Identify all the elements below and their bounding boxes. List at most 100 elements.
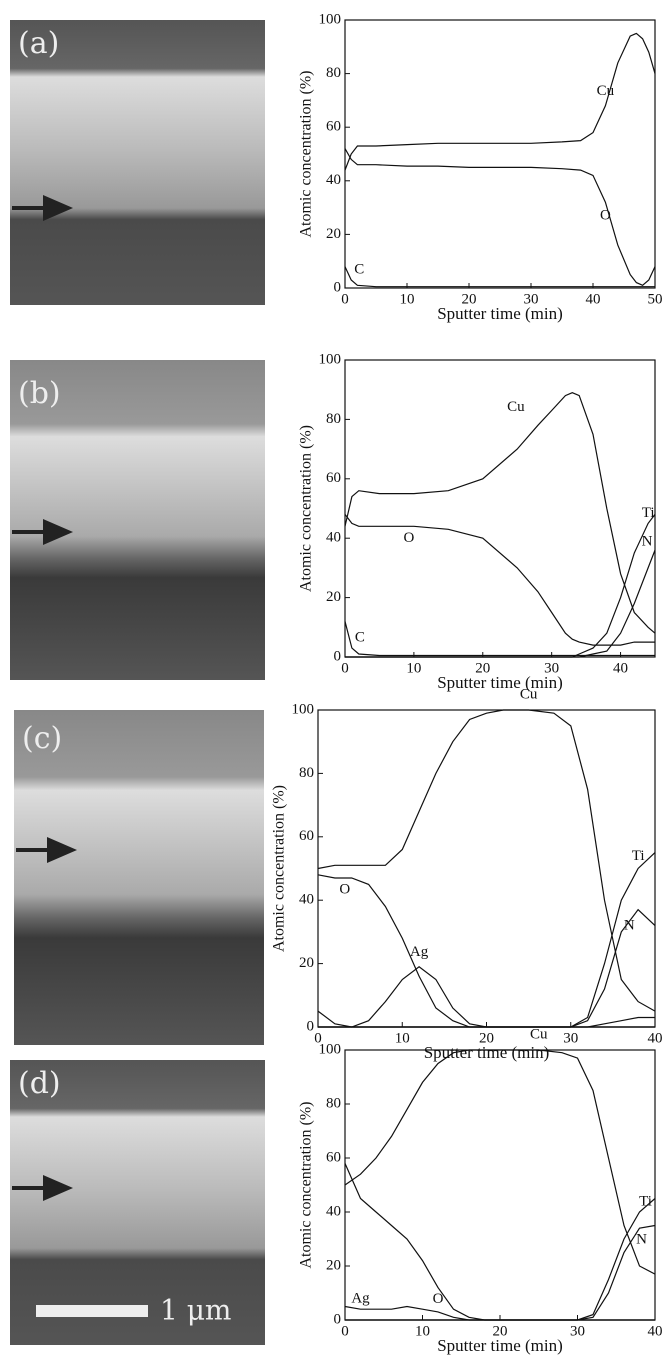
x-tick-label: 30 <box>544 660 559 676</box>
x-tick-label: 10 <box>406 660 421 676</box>
panel-label: (b) <box>18 376 61 411</box>
y-tick-label: 100 <box>292 701 315 717</box>
arrows <box>12 194 78 1202</box>
y-tick-label: 0 <box>334 648 342 664</box>
scale-bar-label: 1 μm <box>160 1294 231 1327</box>
series-line <box>344 266 655 288</box>
series-label: C <box>354 261 364 277</box>
y-tick-label: 0 <box>307 1018 315 1034</box>
y-tick-label: 80 <box>299 765 314 781</box>
x-tick-label: 40 <box>648 1030 663 1046</box>
y-tick-label: 40 <box>326 172 341 188</box>
y-tick-label: 20 <box>326 1257 341 1273</box>
panel-label: (d) <box>18 1066 61 1101</box>
x-tick-label: 10 <box>400 291 415 307</box>
series-line <box>344 621 655 657</box>
x-tick-label: 0 <box>341 660 349 676</box>
series-label: Ti <box>642 505 655 521</box>
sem-image <box>14 710 264 1045</box>
x-tick-label: 10 <box>395 1030 410 1046</box>
series-line <box>318 966 655 1028</box>
plot-frame <box>344 19 656 289</box>
series-label: C <box>355 630 365 646</box>
series-line <box>344 1163 655 1321</box>
y-tick-label: 20 <box>326 226 341 242</box>
y-tick-label: 40 <box>326 530 341 546</box>
series-line <box>344 32 656 171</box>
y-tick-label: 100 <box>319 1041 342 1057</box>
x-axis-label: Sputter time (min) <box>437 673 563 692</box>
y-axis-label: Atomic concentration (%) <box>298 425 315 592</box>
plot-frame <box>344 359 656 658</box>
y-tick-label: 0 <box>334 1311 342 1327</box>
series-label: Cu <box>520 686 538 702</box>
series-label: Ti <box>632 848 645 864</box>
y-tick-label: 100 <box>319 11 342 27</box>
x-tick-label: 10 <box>415 1323 430 1339</box>
y-tick-label: 60 <box>299 828 314 844</box>
series-label: N <box>624 917 635 933</box>
y-tick-label: 40 <box>326 1203 341 1219</box>
series-line <box>345 1198 656 1321</box>
series-line <box>345 549 656 658</box>
y-tick-label: 40 <box>299 892 314 908</box>
sem-image <box>10 360 265 680</box>
x-axis-label: Sputter time (min) <box>437 304 563 323</box>
series-label: O <box>433 1291 444 1307</box>
panel-label: (c) <box>22 721 62 756</box>
series-line <box>345 514 656 658</box>
plot-frame <box>317 709 656 1028</box>
x-tick-label: 20 <box>493 1323 508 1339</box>
series-label: Ag <box>410 944 429 960</box>
y-tick-label: 80 <box>326 411 341 427</box>
y-tick-label: 20 <box>326 589 341 605</box>
x-tick-label: 20 <box>475 660 490 676</box>
y-axis-label: Atomic concentration (%) <box>298 70 315 237</box>
x-tick-label: 30 <box>563 1030 578 1046</box>
y-axis-label: Atomic concentration (%) <box>271 785 288 952</box>
sem-image <box>10 1060 265 1345</box>
panel-label: (a) <box>18 26 59 61</box>
series-line <box>344 514 655 646</box>
chart: 0 10 20 30 40 0 20 40 60 80 100 Sputter time (min) A… <box>298 1026 663 1354</box>
x-tick-label: 40 <box>586 291 601 307</box>
series-label: Ti <box>639 1193 652 1209</box>
x-axis-label: Sputter time (min) <box>437 1336 563 1355</box>
x-tick-label: 0 <box>341 1323 349 1339</box>
series-label: O <box>600 208 611 224</box>
series-line <box>344 1049 656 1275</box>
y-tick-label: 20 <box>299 955 314 971</box>
scale-bar <box>36 1305 148 1317</box>
x-tick-label: 30 <box>524 291 539 307</box>
series-label: Cu <box>597 83 615 99</box>
y-tick-label: 100 <box>319 351 342 367</box>
series-label: Ag <box>351 1291 370 1307</box>
series-label: O <box>339 881 350 897</box>
series-line <box>345 1224 656 1321</box>
y-tick-label: 80 <box>326 1095 341 1111</box>
series-label: O <box>403 530 414 546</box>
x-tick-label: 30 <box>570 1323 585 1339</box>
series-line <box>317 1010 655 1028</box>
x-tick-label: 40 <box>648 1323 663 1339</box>
sem-images: (a) (b) (c) (d) 1 μm <box>10 20 265 1345</box>
chart: 0 10 20 30 40 50 0 20 40 60 80 100 Sputter time (min… <box>298 11 663 322</box>
x-tick-label: 0 <box>341 291 349 307</box>
y-tick-label: 60 <box>326 119 341 135</box>
y-axis-label: Atomic concentration (%) <box>298 1101 315 1268</box>
series-label: Cu <box>530 1026 548 1042</box>
x-tick-label: 20 <box>479 1030 494 1046</box>
series-line <box>344 392 656 634</box>
y-tick-label: 80 <box>326 65 341 81</box>
y-tick-label: 60 <box>326 470 341 486</box>
x-tick-label: 50 <box>648 291 663 307</box>
series-label: Cu <box>507 399 525 415</box>
x-axis-label: Sputter time (min) <box>424 1043 550 1062</box>
sem-image <box>10 20 265 305</box>
series-line <box>317 709 656 1012</box>
x-tick-label: 20 <box>462 291 477 307</box>
y-tick-label: 60 <box>326 1149 341 1165</box>
